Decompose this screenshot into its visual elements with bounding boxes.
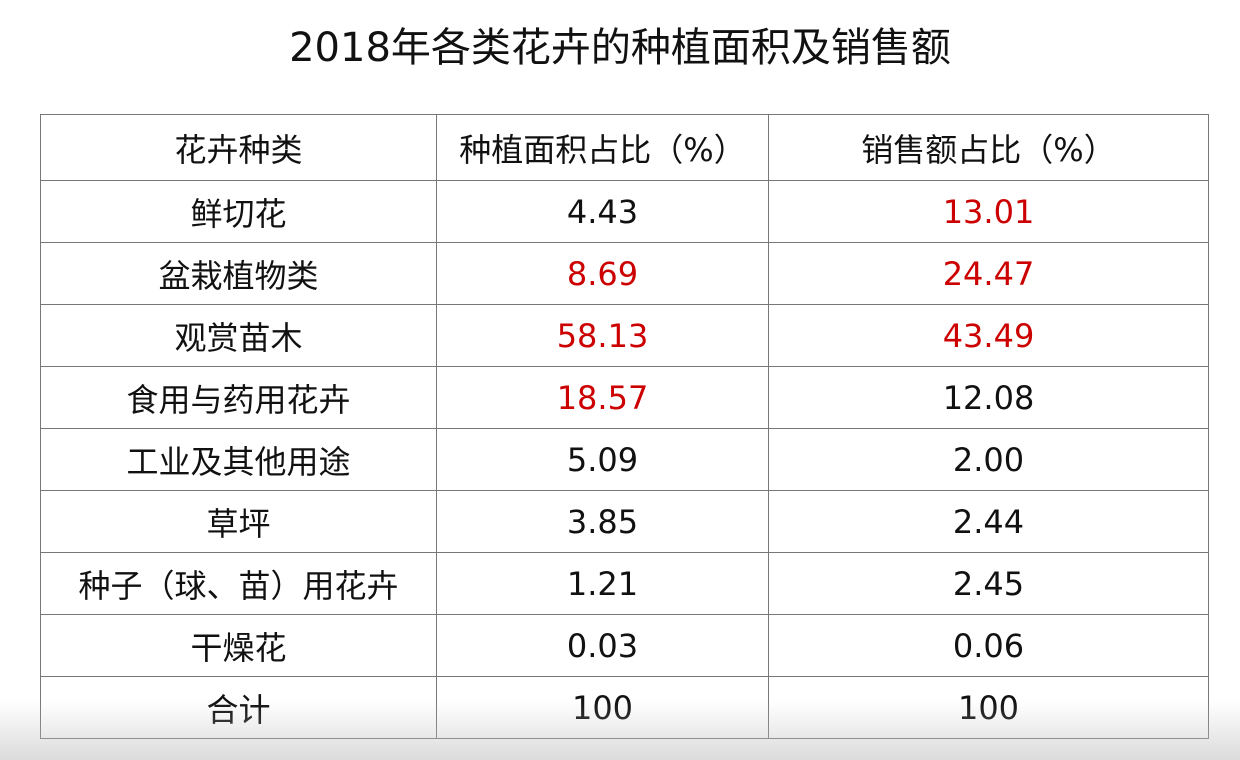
table-row: 草坪 3.85 2.44: [40, 490, 1209, 553]
value-cell: 24.47: [768, 242, 1209, 305]
table-row: 工业及其他用途 5.09 2.00: [40, 428, 1209, 491]
value-cell: 13.01: [768, 180, 1209, 243]
header-cell: 种植面积占比（%）: [436, 114, 769, 181]
table-row: 合计 100 100: [40, 676, 1209, 739]
category-cell: 草坪: [40, 490, 437, 553]
data-table: 花卉种类 种植面积占比（%） 销售额占比（%） 鲜切花 4.43 13.01 盆栽植物类 8.…: [40, 114, 1209, 739]
category-cell: 观赏苗木: [40, 304, 437, 367]
header-cell: 销售额占比（%）: [768, 114, 1209, 181]
table-row: 鲜切花 4.43 13.01: [40, 180, 1209, 243]
category-cell: 干燥花: [40, 614, 437, 677]
table-row: 干燥花 0.03 0.06: [40, 614, 1209, 677]
category-cell: 盆栽植物类: [40, 242, 437, 305]
value-cell: 2.00: [768, 428, 1209, 491]
category-cell: 种子（球、苗）用花卉: [40, 552, 437, 615]
table-row: 盆栽植物类 8.69 24.47: [40, 242, 1209, 305]
category-cell: 合计: [40, 676, 437, 739]
value-cell: 3.85: [436, 490, 769, 553]
value-cell: 5.09: [436, 428, 769, 491]
value-cell: 0.03: [436, 614, 769, 677]
value-cell: 4.43: [436, 180, 769, 243]
value-cell: 100: [768, 676, 1209, 739]
value-cell: 18.57: [436, 366, 769, 429]
table-row: 食用与药用花卉 18.57 12.08: [40, 366, 1209, 429]
value-cell: 8.69: [436, 242, 769, 305]
category-cell: 工业及其他用途: [40, 428, 437, 491]
value-cell: 2.44: [768, 490, 1209, 553]
value-cell: 2.45: [768, 552, 1209, 615]
value-cell: 43.49: [768, 304, 1209, 367]
value-cell: 0.06: [768, 614, 1209, 677]
value-cell: 12.08: [768, 366, 1209, 429]
header-cell: 花卉种类: [40, 114, 437, 181]
header-row: 花卉种类 种植面积占比（%） 销售额占比（%）: [40, 114, 1209, 181]
table-row: 观赏苗木 58.13 43.49: [40, 304, 1209, 367]
title: 2018年各类花卉的种植面积及销售额: [289, 25, 951, 71]
value-cell: 100: [436, 676, 769, 739]
table-row: 种子（球、苗）用花卉 1.21 2.45: [40, 552, 1209, 615]
value-cell: 1.21: [436, 552, 769, 615]
value-cell: 58.13: [436, 304, 769, 367]
category-cell: 鲜切花: [40, 180, 437, 243]
category-cell: 食用与药用花卉: [40, 366, 437, 429]
